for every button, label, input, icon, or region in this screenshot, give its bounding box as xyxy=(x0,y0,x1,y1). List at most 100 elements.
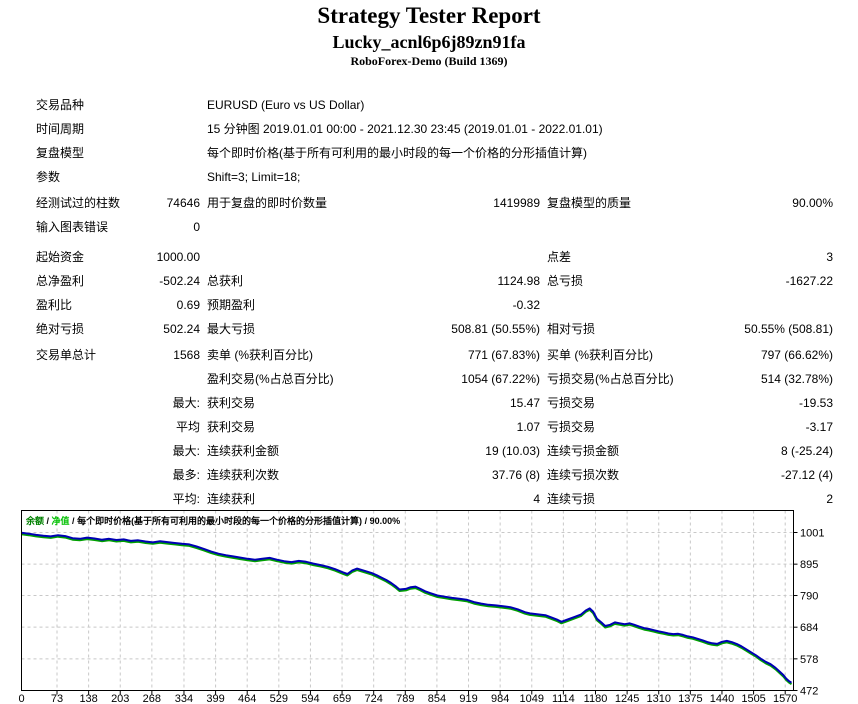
report-row: 最大: 连续获利金额 19 (10.03) 连续亏损金额 8 (-25.24) xyxy=(0,439,858,463)
x-axis-label: 724 xyxy=(364,693,382,704)
report-cell: 连续获利次数 xyxy=(207,468,280,482)
x-axis-label: 1180 xyxy=(584,693,608,704)
x-axis-label: 73 xyxy=(51,693,63,704)
report-row: 盈利比 0.69 预期盈利 -0.32 xyxy=(0,293,858,317)
report-cell: 50.55% (508.81) xyxy=(744,322,833,336)
x-axis-label: 334 xyxy=(175,693,193,704)
report-cell: 19 (10.03) xyxy=(485,444,540,458)
report-row: 最大: 获利交易 15.47 亏损交易 -19.53 xyxy=(0,391,858,415)
ea-name: Lucky_acnl6p6j89zn91fa xyxy=(332,32,526,52)
report-cell: 盈利比 xyxy=(36,298,73,312)
report-row: 起始资金 1000.00 点差 3 xyxy=(0,245,858,269)
x-axis-label: 1245 xyxy=(615,693,639,704)
report-cell: 8 (-25.24) xyxy=(780,444,833,458)
report-cell: 输入图表错误 xyxy=(36,220,109,234)
report-cell: 平均: xyxy=(172,492,200,506)
report-cell: 74646 xyxy=(166,196,200,210)
report-cell: 37.76 (8) xyxy=(491,468,540,482)
x-axis-label: 594 xyxy=(301,693,319,704)
x-axis-label: 659 xyxy=(333,693,351,704)
report-cell: 最多: xyxy=(172,468,200,482)
equity-line xyxy=(21,533,793,686)
legend-separator: / xyxy=(69,516,78,526)
legend-model-text: 每个即时价格(基于所有可利用的最小时段的每一个价格的分形插值计算) xyxy=(77,516,363,526)
report-cell: -502.24 xyxy=(159,274,200,288)
report-header: Strategy Tester Report Lucky_acnl6p6j89z… xyxy=(0,2,858,69)
report-row: 复盘模型 每个即时价格(基于所有可利用的最小时段的每一个价格的分形插值计算) xyxy=(0,141,858,165)
report-cell: 15 分钟图 2019.01.01 00:00 - 2021.12.30 23:… xyxy=(207,122,603,136)
x-axis-label: 203 xyxy=(111,693,129,704)
report-cell: 1568 xyxy=(173,348,200,362)
report-cell: 起始资金 xyxy=(36,250,85,264)
y-axis-label: 1001 xyxy=(800,528,824,540)
x-axis-label: 984 xyxy=(491,693,509,704)
balance-line xyxy=(21,531,793,684)
legend-quality-value: 90.00% xyxy=(369,516,401,526)
x-axis-label: 1375 xyxy=(678,693,702,704)
balance-chart: 1001 895 790 684 578 472 0 73 138 203 268 334 399 464… xyxy=(0,508,858,704)
report-row: 输入图表错误 0 xyxy=(0,215,858,239)
report-cell: 亏损交易(%占总百分比) xyxy=(547,372,674,386)
report-cell: 买单 (%获利百分比) xyxy=(547,348,653,362)
report-cell: 0.69 xyxy=(176,298,200,312)
y-axis-label: 472 xyxy=(800,686,818,698)
x-axis-label: 854 xyxy=(428,693,446,704)
report-cell: -3.17 xyxy=(805,420,833,434)
report-table: 交易品种 EURUSD (Euro vs US Dollar) 时间周期 15 分钟图… xyxy=(0,98,858,511)
y-axis-label: 790 xyxy=(800,591,818,603)
report-cell: 交易品种 xyxy=(36,98,85,112)
report-cell: 最大亏损 xyxy=(207,322,256,336)
report-cell: -1627.22 xyxy=(785,274,833,288)
report-cell: -27.12 (4) xyxy=(780,468,833,482)
x-axis-label: 1049 xyxy=(520,693,544,704)
x-axis-label: 919 xyxy=(459,693,477,704)
report-row: 平均: 连续获利 4 连续亏损 2 xyxy=(0,487,858,511)
report-title: Strategy Tester Report xyxy=(317,3,541,28)
report-cell: 复盘模型 xyxy=(36,146,85,160)
y-axis-label: 684 xyxy=(800,622,818,634)
server-build: RoboForex-Demo (Build 1369) xyxy=(350,54,508,68)
report-cell: 1124.98 xyxy=(497,274,541,288)
x-axis-label: 138 xyxy=(79,693,97,704)
legend-separator: / xyxy=(362,516,370,526)
chart-legend: 余额 / 净值 / 每个即时价格(基于所有可利用的最小时段的每一个价格的分形插值… xyxy=(26,514,400,527)
report-cell: 连续亏损次数 xyxy=(547,468,620,482)
report-row: 平均 获利交易 1.07 亏损交易 -3.17 xyxy=(0,415,858,439)
report-cell: 514 (32.78%) xyxy=(760,372,833,386)
report-row: 绝对亏损 502.24 最大亏损 508.81 (50.55%) 相对亏损 50.55% … xyxy=(0,317,858,341)
report-cell: 3 xyxy=(826,250,833,264)
x-axis-label: 0 xyxy=(18,693,24,704)
report-cell: 参数 xyxy=(36,170,61,184)
report-cell: EURUSD (Euro vs US Dollar) xyxy=(207,98,365,112)
y-axis-label: 895 xyxy=(800,559,818,571)
report-cell: 连续获利 xyxy=(207,492,256,506)
plot-border xyxy=(21,510,794,691)
report-cell: 最大: xyxy=(172,396,200,410)
y-axis-label: 578 xyxy=(800,654,818,666)
report-cell: 总获利 xyxy=(207,274,244,288)
report-row: 盈利交易(%占总百分比) 1054 (67.22%) 亏损交易(%占总百分比) 514… xyxy=(0,367,858,391)
report-cell: 4 xyxy=(533,492,540,506)
report-row: 最多: 连续获利次数 37.76 (8) 连续亏损次数 -27.12 (4) xyxy=(0,463,858,487)
report-cell: 平均 xyxy=(175,420,200,434)
report-cell: 连续获利金额 xyxy=(207,444,280,458)
report-cell: 时间周期 xyxy=(36,122,85,136)
report-cell: 亏损交易 xyxy=(547,396,596,410)
report-cell: 点差 xyxy=(547,250,572,264)
report-row: 经测试过的柱数 74646 用于复盘的即时价数量 1419989 复盘模型的质量 90.0… xyxy=(0,191,858,215)
x-axis-label: 1570 xyxy=(773,693,797,704)
report-cell: 获利交易 xyxy=(207,420,256,434)
report-cell: 连续亏损金额 xyxy=(547,444,620,458)
report-cell: 交易单总计 xyxy=(36,348,97,362)
x-axis-label: 1440 xyxy=(710,693,734,704)
report-cell: 1.07 xyxy=(516,420,540,434)
x-axis-label: 1505 xyxy=(741,693,765,704)
report-cell: 502.24 xyxy=(163,322,200,336)
legend-separator: / xyxy=(44,516,52,526)
report-row: 总净盈利 -502.24 总获利 1124.98 总亏损 -1627.22 xyxy=(0,269,858,293)
report-row: 时间周期 15 分钟图 2019.01.01 00:00 - 2021.12.30… xyxy=(0,117,858,141)
report-cell: 连续亏损 xyxy=(547,492,596,506)
x-axis-label: 529 xyxy=(270,693,288,704)
report-cell: 1000.00 xyxy=(156,250,200,264)
report-cell: 797 (66.62%) xyxy=(760,348,833,362)
